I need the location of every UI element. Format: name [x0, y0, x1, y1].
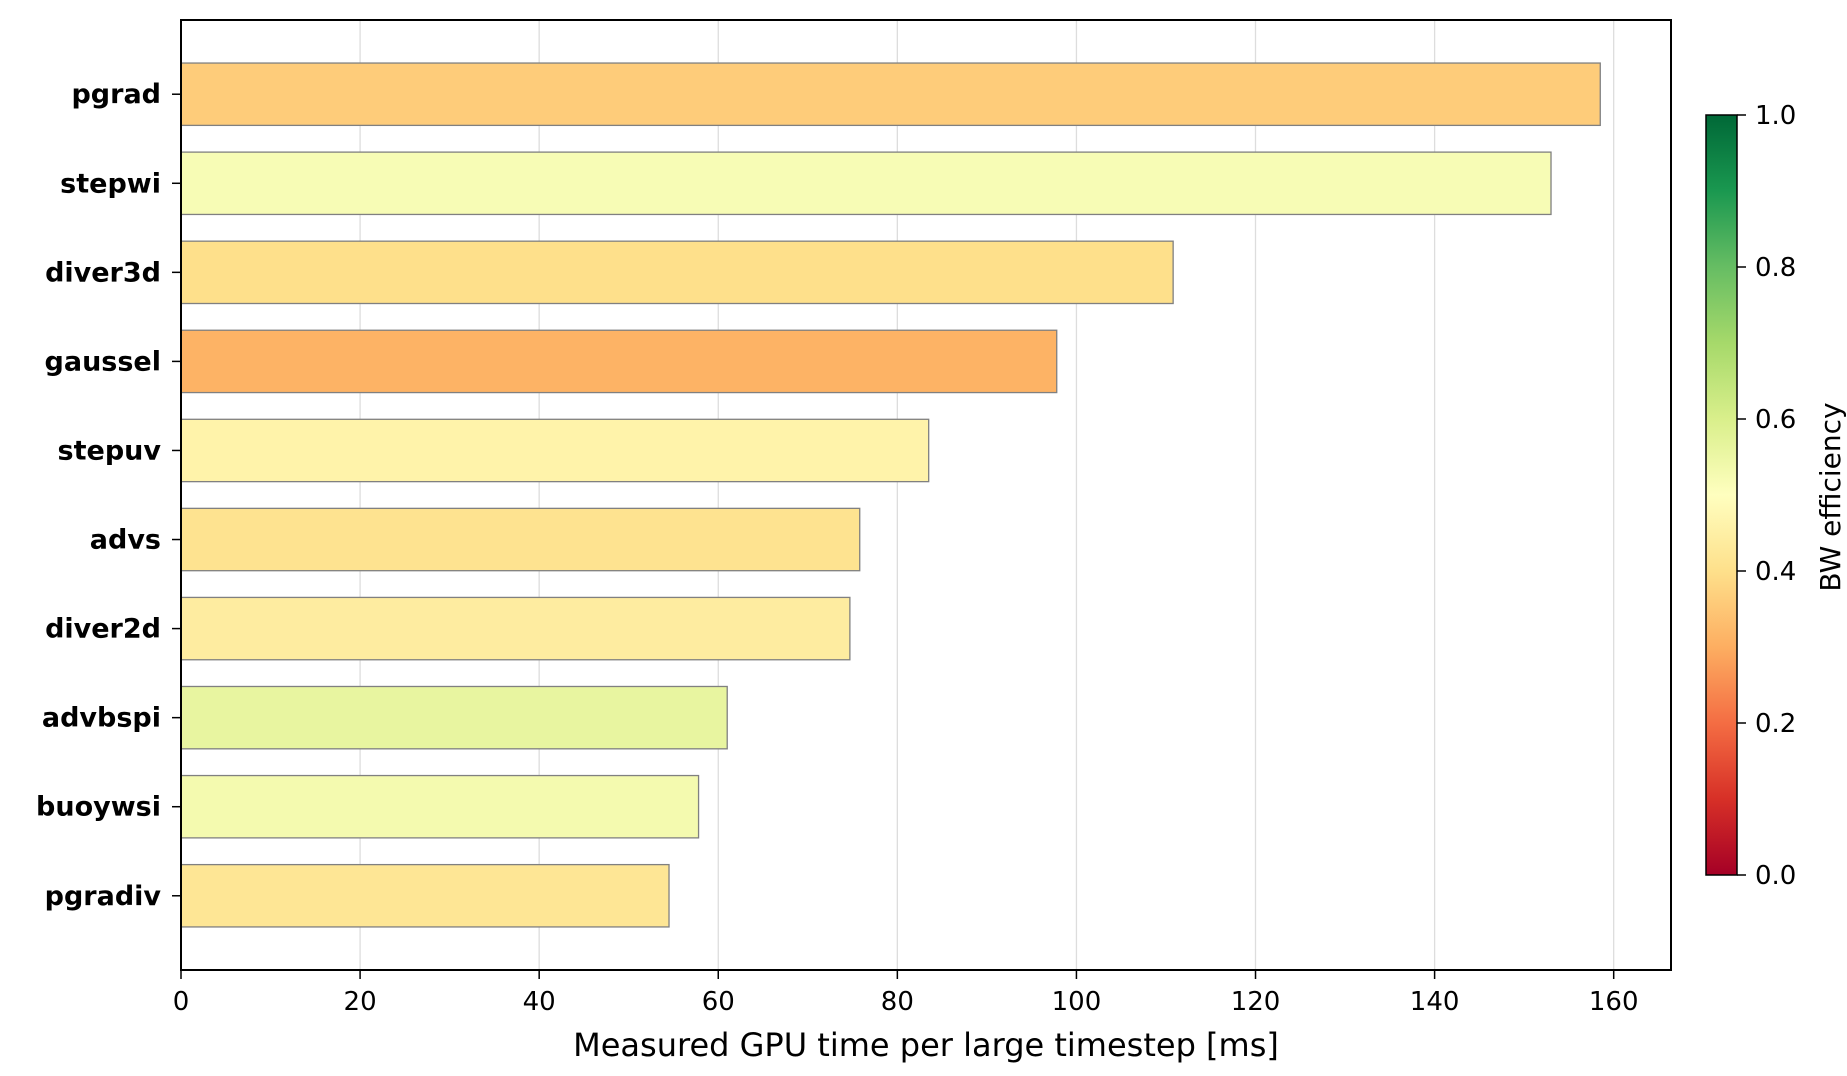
x-tick-label: 0: [173, 987, 190, 1017]
category-label-pgradiv: pgradiv: [45, 881, 162, 912]
colorbar-tick-label: 0.6: [1755, 405, 1796, 435]
bar-advbspi: [180, 685, 728, 750]
bars: [180, 62, 1601, 928]
bar-gaussel: [180, 329, 1058, 394]
x-tick-label: 40: [523, 987, 556, 1017]
colorbar: 0.0 0.2 0.4 0.6 0.8 1.0 BW efficiency: [1705, 101, 1847, 891]
colorbar-label: BW efficiency: [1814, 402, 1847, 591]
x-axis-label: Measured GPU time per large timestep [ms…: [573, 1026, 1279, 1064]
bar-pgrad: [180, 62, 1601, 127]
category-label-gaussel: gaussel: [45, 346, 161, 377]
category-label-advs: advs: [90, 525, 161, 556]
x-tick-label: 120: [1231, 987, 1281, 1017]
category-label-advbspi: advbspi: [42, 703, 161, 734]
x-tick-label: 140: [1410, 987, 1460, 1017]
category-label-diver3d: diver3d: [45, 257, 161, 288]
colorbar-tick-label: 0.0: [1755, 861, 1796, 891]
bar-advs: [180, 507, 861, 572]
y-axis-categories: pgrad stepwi diver3d gaussel stepuv advs diver…: [36, 79, 181, 912]
bar-stepuv: [180, 418, 930, 483]
bar-pgradiv: [180, 863, 670, 928]
x-tick-label: 60: [702, 987, 735, 1017]
colorbar-gradient: [1705, 114, 1738, 876]
x-axis-ticks: 0 20 40 60 80 100 120 140 160: [173, 970, 1639, 1017]
colorbar-tick-label: 0.8: [1755, 253, 1796, 283]
bar-stepwi: [180, 151, 1552, 216]
category-label-diver2d: diver2d: [45, 614, 161, 645]
colorbar-tick-label: 0.4: [1755, 557, 1796, 587]
bar-diver3d: [180, 240, 1174, 305]
x-tick-label: 160: [1589, 987, 1639, 1017]
category-label-stepwi: stepwi: [60, 168, 161, 199]
category-label-pgrad: pgrad: [71, 79, 161, 110]
colorbar-tick-label: 0.2: [1755, 709, 1796, 739]
bar-diver2d: [180, 596, 851, 661]
x-tick-label: 80: [881, 987, 914, 1017]
category-label-stepuv: stepuv: [58, 435, 162, 466]
colorbar-tick-label: 1.0: [1755, 101, 1796, 131]
plot-frame: [180, 19, 1672, 971]
bar-buoywsi: [180, 774, 700, 839]
colorbar-ticks: 0.0 0.2 0.4 0.6 0.8 1.0: [1737, 101, 1796, 891]
x-tick-label: 20: [344, 987, 377, 1017]
x-tick-label: 100: [1052, 987, 1102, 1017]
category-label-buoywsi: buoywsi: [36, 792, 161, 823]
